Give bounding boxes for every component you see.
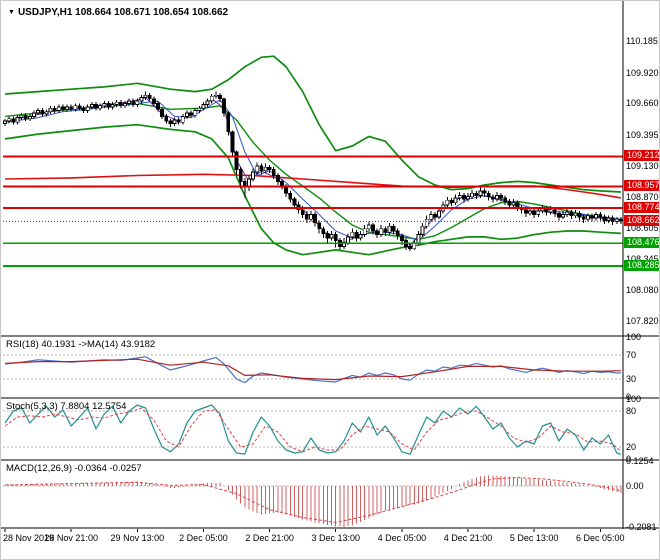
chart-title-text: USDJPY,H1 108.664 108.671 108.654 108.66…: [17, 7, 229, 18]
stoch-indicator-label: Stoch(5,3,3) 7.8804 12.5754: [6, 401, 127, 412]
macd-indicator-label: MACD(12,26,9) -0.0364 -0.0257: [6, 463, 142, 474]
chart-title: ▼ USDJPY,H1 108.664 108.671 108.654 108.6…: [8, 7, 228, 18]
symbol-marker-icon: ▼: [8, 9, 15, 16]
rsi-indicator-label: RSI(18) 40.1931 ->MA(14) 43.9182: [6, 339, 156, 350]
